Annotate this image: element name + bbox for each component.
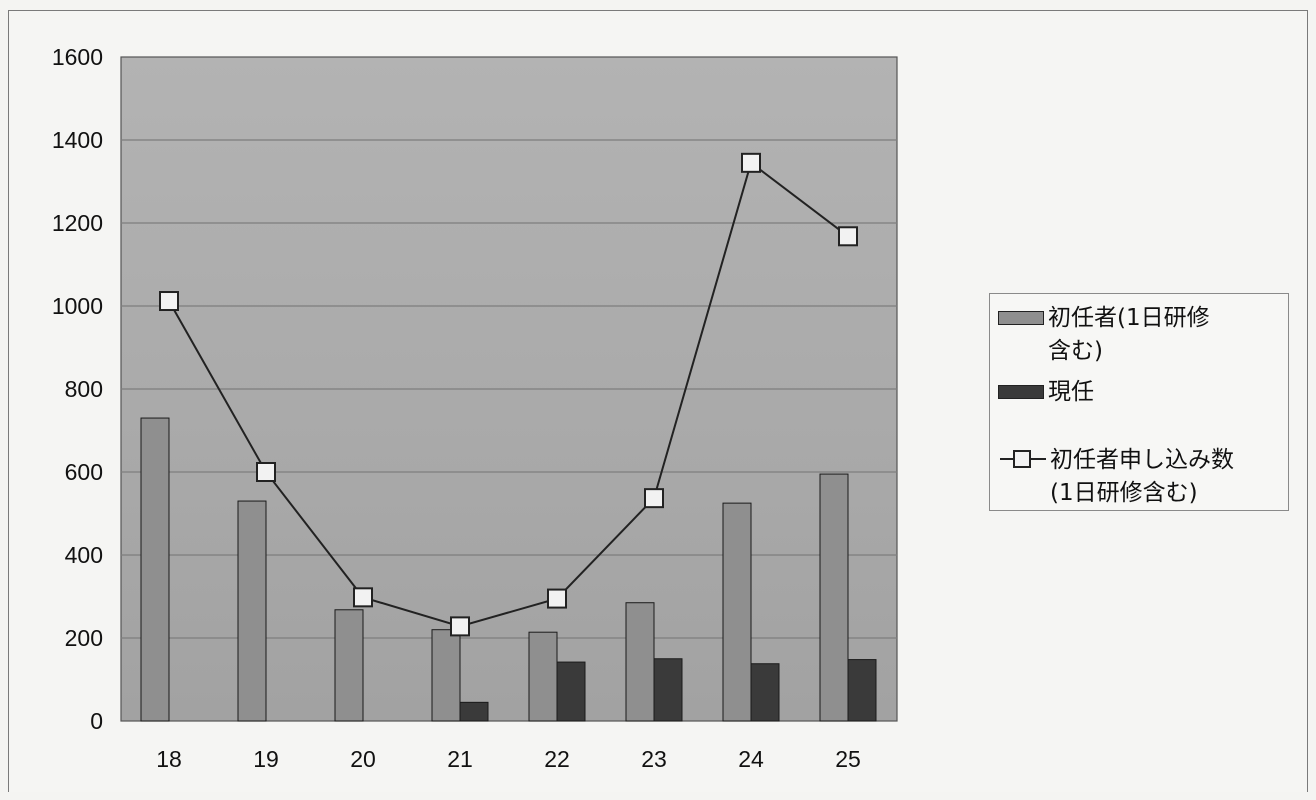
bar-current: [556, 661, 586, 722]
y-tick-label: 1200: [52, 210, 103, 236]
y-tick-label: 0: [90, 708, 103, 734]
y-tick-label: 1000: [52, 293, 103, 319]
x-tick-label: 25: [835, 746, 861, 772]
x-tick-label: 18: [156, 746, 182, 772]
bar-initial: [722, 502, 752, 722]
line-marker-point: [644, 488, 664, 509]
x-axis-ticks: 18 19 20 21 22 23 24 25: [156, 746, 861, 772]
bar-initial: [140, 417, 170, 722]
legend-swatch-current: [998, 385, 1044, 399]
y-tick-label: 800: [65, 376, 103, 402]
bar-initial: [237, 500, 267, 722]
y-tick-label: 600: [65, 459, 103, 485]
line-marker-point: [741, 152, 761, 173]
y-tick-label: 200: [65, 625, 103, 651]
line-marker-point: [547, 588, 567, 609]
bar-current: [653, 658, 683, 722]
bar-initial: [819, 473, 849, 722]
y-tick-label: 1400: [52, 127, 103, 153]
legend-line-marker-icon: [1000, 450, 1046, 468]
line-series: [159, 152, 858, 637]
chart-svg: 0 200 400 600 800 1000 1200 1400 1600 18 19 20 21 22…: [52, 44, 898, 772]
bar-current: [459, 701, 489, 722]
legend-entry-initial: 初任者(1日研修 含む): [998, 302, 1274, 368]
x-tick-label: 22: [544, 746, 570, 772]
bar-current: [750, 663, 780, 722]
bar-initial: [528, 631, 558, 722]
legend-label-initial: 初任者(1日研修 含む): [1048, 302, 1274, 368]
legend-label-initial-line2: 含む): [1048, 338, 1103, 364]
bars: [140, 417, 877, 722]
x-tick-label: 19: [253, 746, 279, 772]
legend: 初任者(1日研修 含む) 現任 初任者申し込み数 (1日研修含む): [989, 293, 1289, 511]
bar-initial: [625, 602, 655, 722]
x-tick-label: 21: [447, 746, 473, 772]
x-tick-label: 20: [350, 746, 376, 772]
legend-label-applications-line1: 初任者申し込み数: [1050, 447, 1234, 473]
line-marker-point: [838, 226, 858, 247]
bar-initial: [334, 609, 364, 722]
line-applications: [168, 161, 849, 628]
legend-entry-applications: 初任者申し込み数 (1日研修含む): [998, 444, 1276, 510]
x-tick-label: 23: [641, 746, 667, 772]
chart-frame: 0 200 400 600 800 1000 1200 1400 1600 18 19 20 21 22…: [8, 10, 1308, 792]
line-marker-point: [450, 616, 470, 637]
y-tick-label: 400: [65, 542, 103, 568]
line-marker-point: [353, 587, 373, 608]
legend-label-applications: 初任者申し込み数 (1日研修含む): [1050, 444, 1276, 510]
legend-label-initial-line1: 初任者(1日研修: [1048, 305, 1210, 331]
x-tick-label: 24: [738, 746, 764, 772]
y-axis-ticks: 0 200 400 600 800 1000 1200 1400 1600: [52, 44, 103, 734]
line-marker-point: [159, 291, 179, 312]
bar-current: [847, 659, 877, 722]
legend-label-current: 現任: [1048, 379, 1094, 405]
bar-initial: [431, 629, 461, 722]
y-tick-label: 1600: [52, 44, 103, 70]
legend-entry-current: 現任: [998, 376, 1274, 409]
legend-label-applications-line2: (1日研修含む): [1050, 480, 1198, 506]
line-marker-point: [256, 462, 276, 482]
legend-swatch-initial: [998, 311, 1044, 325]
